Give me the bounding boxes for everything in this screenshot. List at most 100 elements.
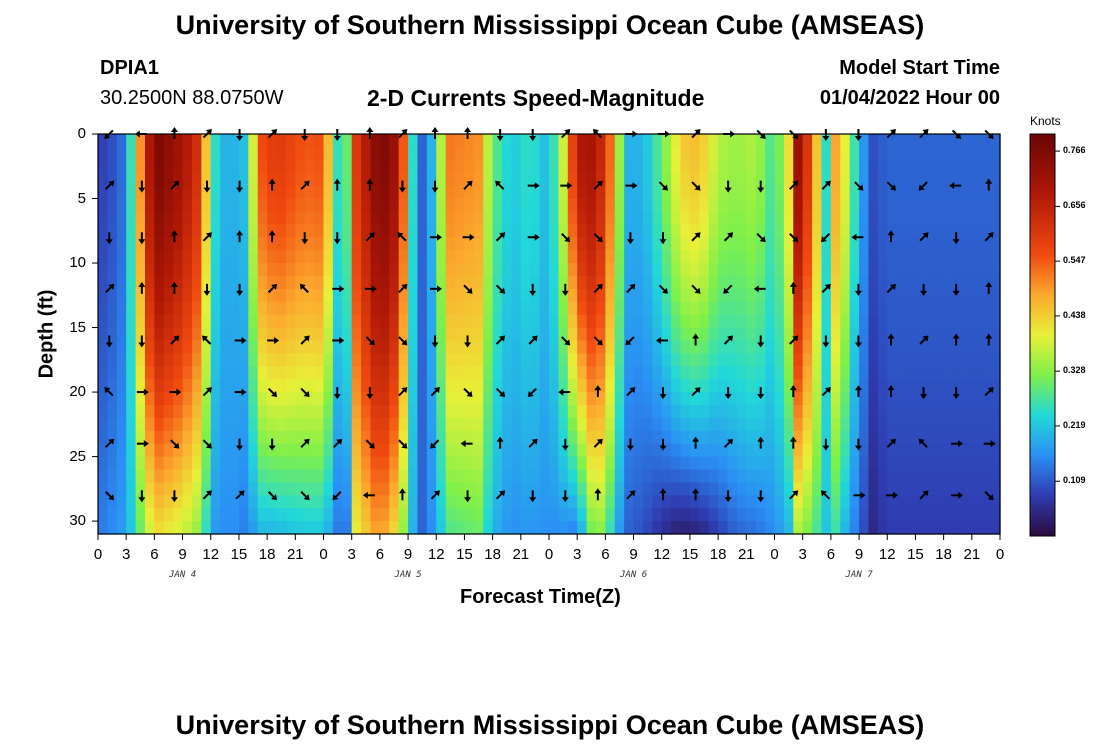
heatmap-cell <box>492 301 503 316</box>
heatmap-cell <box>126 288 137 303</box>
heatmap-cell <box>492 211 503 225</box>
heatmap-cell <box>191 288 202 303</box>
heatmap-cell <box>276 366 287 380</box>
heatmap-cell <box>98 392 108 406</box>
heatmap-cell <box>126 159 137 174</box>
current-vector-arrow <box>692 436 700 449</box>
heatmap-cell <box>821 237 832 251</box>
heatmap-cell <box>285 469 296 483</box>
heatmap-cell <box>445 198 456 213</box>
heatmap-cell <box>126 237 137 251</box>
heatmap-cell <box>351 456 362 471</box>
heatmap-cell <box>379 288 390 303</box>
heatmap-cell <box>680 327 691 342</box>
heatmap-cell <box>718 353 729 367</box>
heatmap-cell <box>859 417 870 432</box>
heatmap-cell <box>802 288 813 303</box>
heatmap-cell <box>718 288 729 303</box>
heatmap-cell <box>398 185 409 200</box>
heatmap-cell <box>915 224 926 238</box>
heatmap-cell <box>624 430 635 445</box>
heatmap-cell <box>624 443 635 458</box>
heatmap-cell <box>877 172 888 187</box>
heatmap-cell <box>257 392 268 406</box>
heatmap-cell <box>896 172 907 187</box>
heatmap-cell <box>642 275 653 290</box>
heatmap-cell <box>389 430 400 445</box>
heatmap-cell <box>248 508 259 522</box>
heatmap-cell <box>614 482 625 496</box>
heatmap-cell <box>896 301 907 316</box>
heatmap-cell <box>361 340 372 354</box>
heatmap-cell <box>736 159 747 174</box>
heatmap-cell <box>351 237 362 251</box>
current-vector-arrow <box>692 333 700 346</box>
heatmap-cell <box>116 237 127 251</box>
heatmap-cell <box>652 211 663 225</box>
heatmap-cell <box>154 366 165 380</box>
heatmap-cell <box>98 353 108 367</box>
heatmap-cell <box>201 263 212 277</box>
x-tick-label: 21 <box>286 546 304 563</box>
heatmap-cell <box>276 379 287 393</box>
heatmap-cell <box>887 237 898 251</box>
heatmap-cell <box>633 469 644 483</box>
heatmap-cell <box>191 250 202 264</box>
heatmap-cell <box>182 134 193 148</box>
heatmap-cell <box>915 301 926 316</box>
heatmap-cell <box>267 146 278 161</box>
heatmap-cell <box>642 327 653 342</box>
heatmap-cell <box>642 134 653 148</box>
heatmap-cell <box>107 521 118 535</box>
heatmap-cell <box>342 146 353 161</box>
heatmap-cell <box>398 379 409 393</box>
heatmap-cell <box>642 482 653 496</box>
current-vector-arrow <box>236 180 244 193</box>
heatmap-cell <box>229 263 240 277</box>
heatmap-cell <box>642 353 653 367</box>
heatmap-cell <box>323 353 334 367</box>
heatmap-cell <box>765 495 776 509</box>
heatmap-cell <box>520 456 531 471</box>
heatmap-cell <box>511 185 522 200</box>
heatmap-cell <box>398 172 409 187</box>
heatmap-cell <box>906 340 917 354</box>
heatmap-cell <box>276 417 287 432</box>
current-vector-arrow <box>529 283 537 296</box>
heatmap-cell <box>182 224 193 238</box>
heatmap-cell <box>210 482 221 496</box>
heatmap-cell <box>201 237 212 251</box>
heatmap-cell <box>511 353 522 367</box>
heatmap-cell <box>398 404 409 419</box>
heatmap-cell <box>953 482 964 496</box>
heatmap-cell <box>445 340 456 354</box>
heatmap-cell <box>680 469 691 483</box>
heatmap-cell <box>464 353 475 367</box>
heatmap-cell <box>126 134 137 148</box>
heatmap-cell <box>511 379 522 393</box>
heatmap-cell <box>426 404 437 419</box>
heatmap-cell <box>577 508 588 522</box>
heatmap-cell <box>389 301 400 316</box>
heatmap-cell <box>426 172 437 187</box>
heatmap-cell <box>661 508 672 522</box>
heatmap-cell <box>755 327 766 342</box>
heatmap-cell <box>267 237 278 251</box>
heatmap-cell <box>276 404 287 419</box>
heatmap-cell <box>624 146 635 161</box>
heatmap-cell <box>868 211 879 225</box>
heatmap-cell <box>859 172 870 187</box>
heatmap-cell <box>116 146 127 161</box>
heatmap-cell <box>238 301 249 316</box>
heatmap-cell <box>530 495 541 509</box>
heatmap-cell <box>727 379 738 393</box>
heatmap-cell <box>342 301 353 316</box>
heatmap-cell <box>943 185 954 200</box>
heatmap-cell <box>849 198 860 213</box>
heatmap-cell <box>746 146 757 161</box>
heatmap-cell <box>154 469 165 483</box>
heatmap-cell <box>774 508 785 522</box>
heatmap-cell <box>163 469 174 483</box>
heatmap-cell <box>135 134 146 148</box>
heatmap-cell <box>351 288 362 303</box>
